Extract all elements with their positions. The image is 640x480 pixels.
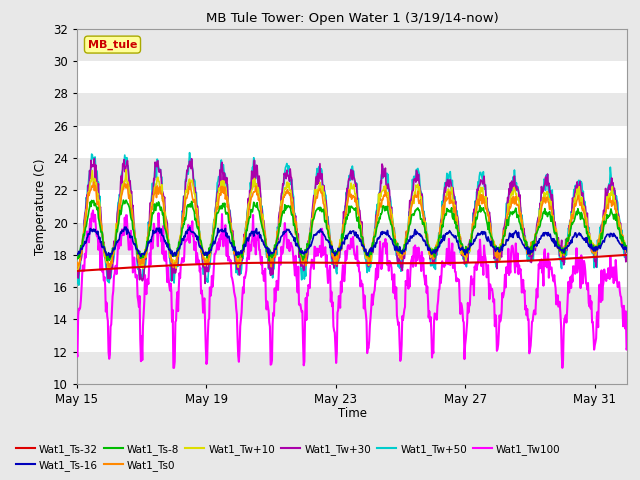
Wat1_Ts-8 (136, 255, 144, 261)
Wat1_Ts-8 (148, 216, 156, 222)
Wat1_Tw+30 (623, 252, 631, 258)
Wat1_Ts-32 (73, 268, 81, 274)
Wat1_Tw+10 (148, 200, 156, 205)
Wat1_Ts-8 (359, 241, 367, 247)
Wat1_Ts-32 (623, 252, 631, 258)
Wat1_Ts-16 (495, 249, 503, 254)
Line: Wat1_Tw+50: Wat1_Tw+50 (77, 153, 627, 285)
Wat1_Tw100 (89, 207, 97, 213)
Wat1_Tw+30 (136, 266, 144, 272)
Wat1_Ts-16 (137, 253, 145, 259)
Bar (77, 29, 627, 61)
Line: Wat1_Ts-32: Wat1_Ts-32 (77, 255, 627, 271)
Line: Wat1_Tw+30: Wat1_Tw+30 (77, 158, 627, 283)
Wat1_Tw100 (359, 289, 367, 295)
Wat1_Tw100 (495, 329, 503, 335)
Wat1_Ts-8 (120, 197, 127, 203)
Wat1_Tw100 (623, 344, 631, 350)
Wat1_Tw+50 (359, 245, 367, 251)
Y-axis label: Temperature (C): Temperature (C) (34, 158, 47, 255)
Wat1_Ts0 (623, 248, 631, 253)
Wat1_Tw+50 (148, 192, 156, 198)
Wat1_Ts0 (405, 220, 413, 226)
Wat1_Tw100 (406, 284, 413, 289)
Wat1_Tw+50 (406, 210, 413, 216)
Wat1_Tw+30 (148, 200, 156, 206)
Wat1_Tw+30 (185, 164, 193, 169)
Wat1_Ts-32 (136, 264, 143, 270)
Wat1_Tw100 (170, 365, 177, 371)
Wat1_Ts0 (494, 248, 502, 253)
Wat1_Tw+50 (185, 161, 193, 167)
Wat1_Tw+30 (90, 156, 98, 161)
Wat1_Tw+10 (136, 262, 144, 268)
Bar (77, 158, 627, 190)
Wat1_Ts-32 (358, 260, 365, 266)
Wat1_Ts-8 (266, 258, 273, 264)
Bar (77, 223, 627, 255)
Wat1_Tw+10 (122, 167, 130, 173)
Title: MB Tule Tower: Open Water 1 (3/19/14-now): MB Tule Tower: Open Water 1 (3/19/14-now… (205, 12, 499, 25)
Wat1_Ts-16 (623, 249, 631, 255)
Wat1_Ts-32 (404, 260, 412, 266)
Wat1_Tw100 (73, 350, 81, 356)
Wat1_Tw+10 (405, 214, 413, 219)
Wat1_Tw100 (186, 240, 193, 246)
Wat1_Tw+10 (185, 177, 193, 183)
Wat1_Ts0 (148, 204, 156, 210)
Wat1_Tw100 (136, 336, 144, 342)
Wat1_Tw+30 (406, 198, 413, 204)
Wat1_Tw+50 (495, 258, 503, 264)
Line: Wat1_Tw100: Wat1_Tw100 (77, 210, 627, 368)
Wat1_Ts-8 (406, 222, 413, 228)
Wat1_Ts-32 (184, 262, 192, 267)
Wat1_Ts-16 (73, 251, 81, 257)
Bar (77, 94, 627, 126)
Wat1_Tw+50 (186, 150, 193, 156)
Wat1_Ts-32 (493, 259, 501, 265)
Line: Wat1_Ts-8: Wat1_Ts-8 (77, 200, 627, 261)
Wat1_Tw+50 (136, 274, 144, 280)
X-axis label: Time: Time (337, 408, 367, 420)
Wat1_Tw+30 (495, 251, 503, 256)
Line: Wat1_Ts-16: Wat1_Ts-16 (77, 227, 627, 257)
Wat1_Tw+30 (359, 235, 367, 241)
Line: Wat1_Ts0: Wat1_Ts0 (77, 182, 627, 268)
Wat1_Ts-8 (73, 256, 81, 262)
Text: MB_tule: MB_tule (88, 39, 137, 50)
Wat1_Tw+10 (494, 250, 502, 256)
Wat1_Ts0 (73, 265, 81, 271)
Wat1_Ts-16 (106, 254, 114, 260)
Bar (77, 287, 627, 319)
Wat1_Tw+30 (73, 270, 81, 276)
Wat1_Ts0 (185, 183, 193, 189)
Wat1_Ts-8 (495, 244, 503, 250)
Wat1_Tw+50 (73, 275, 81, 280)
Wat1_Tw+10 (358, 234, 366, 240)
Wat1_Tw+10 (73, 267, 81, 273)
Wat1_Ts0 (358, 240, 366, 245)
Line: Wat1_Tw+10: Wat1_Tw+10 (77, 170, 627, 270)
Wat1_Tw+30 (201, 280, 209, 286)
Wat1_Ts0 (90, 179, 97, 185)
Wat1_Tw+10 (623, 243, 631, 249)
Wat1_Ts-8 (623, 247, 631, 253)
Wat1_Ts-32 (147, 264, 155, 269)
Legend: Wat1_Ts-32, Wat1_Ts-16, Wat1_Ts-8, Wat1_Ts0, Wat1_Tw+10, Wat1_Tw+30, Wat1_Tw+50,: Wat1_Ts-32, Wat1_Ts-16, Wat1_Ts-8, Wat1_… (12, 439, 565, 475)
Wat1_Tw100 (148, 240, 156, 245)
Wat1_Ts-16 (121, 224, 129, 230)
Wat1_Ts-16 (148, 233, 156, 239)
Bar (77, 352, 627, 384)
Wat1_Tw+50 (623, 253, 631, 259)
Wat1_Tw+50 (75, 282, 83, 288)
Wat1_Ts-16 (359, 244, 367, 250)
Wat1_Ts-8 (185, 204, 193, 210)
Wat1_Ts-16 (186, 224, 193, 230)
Wat1_Ts0 (136, 262, 144, 268)
Wat1_Ts-16 (406, 239, 413, 244)
